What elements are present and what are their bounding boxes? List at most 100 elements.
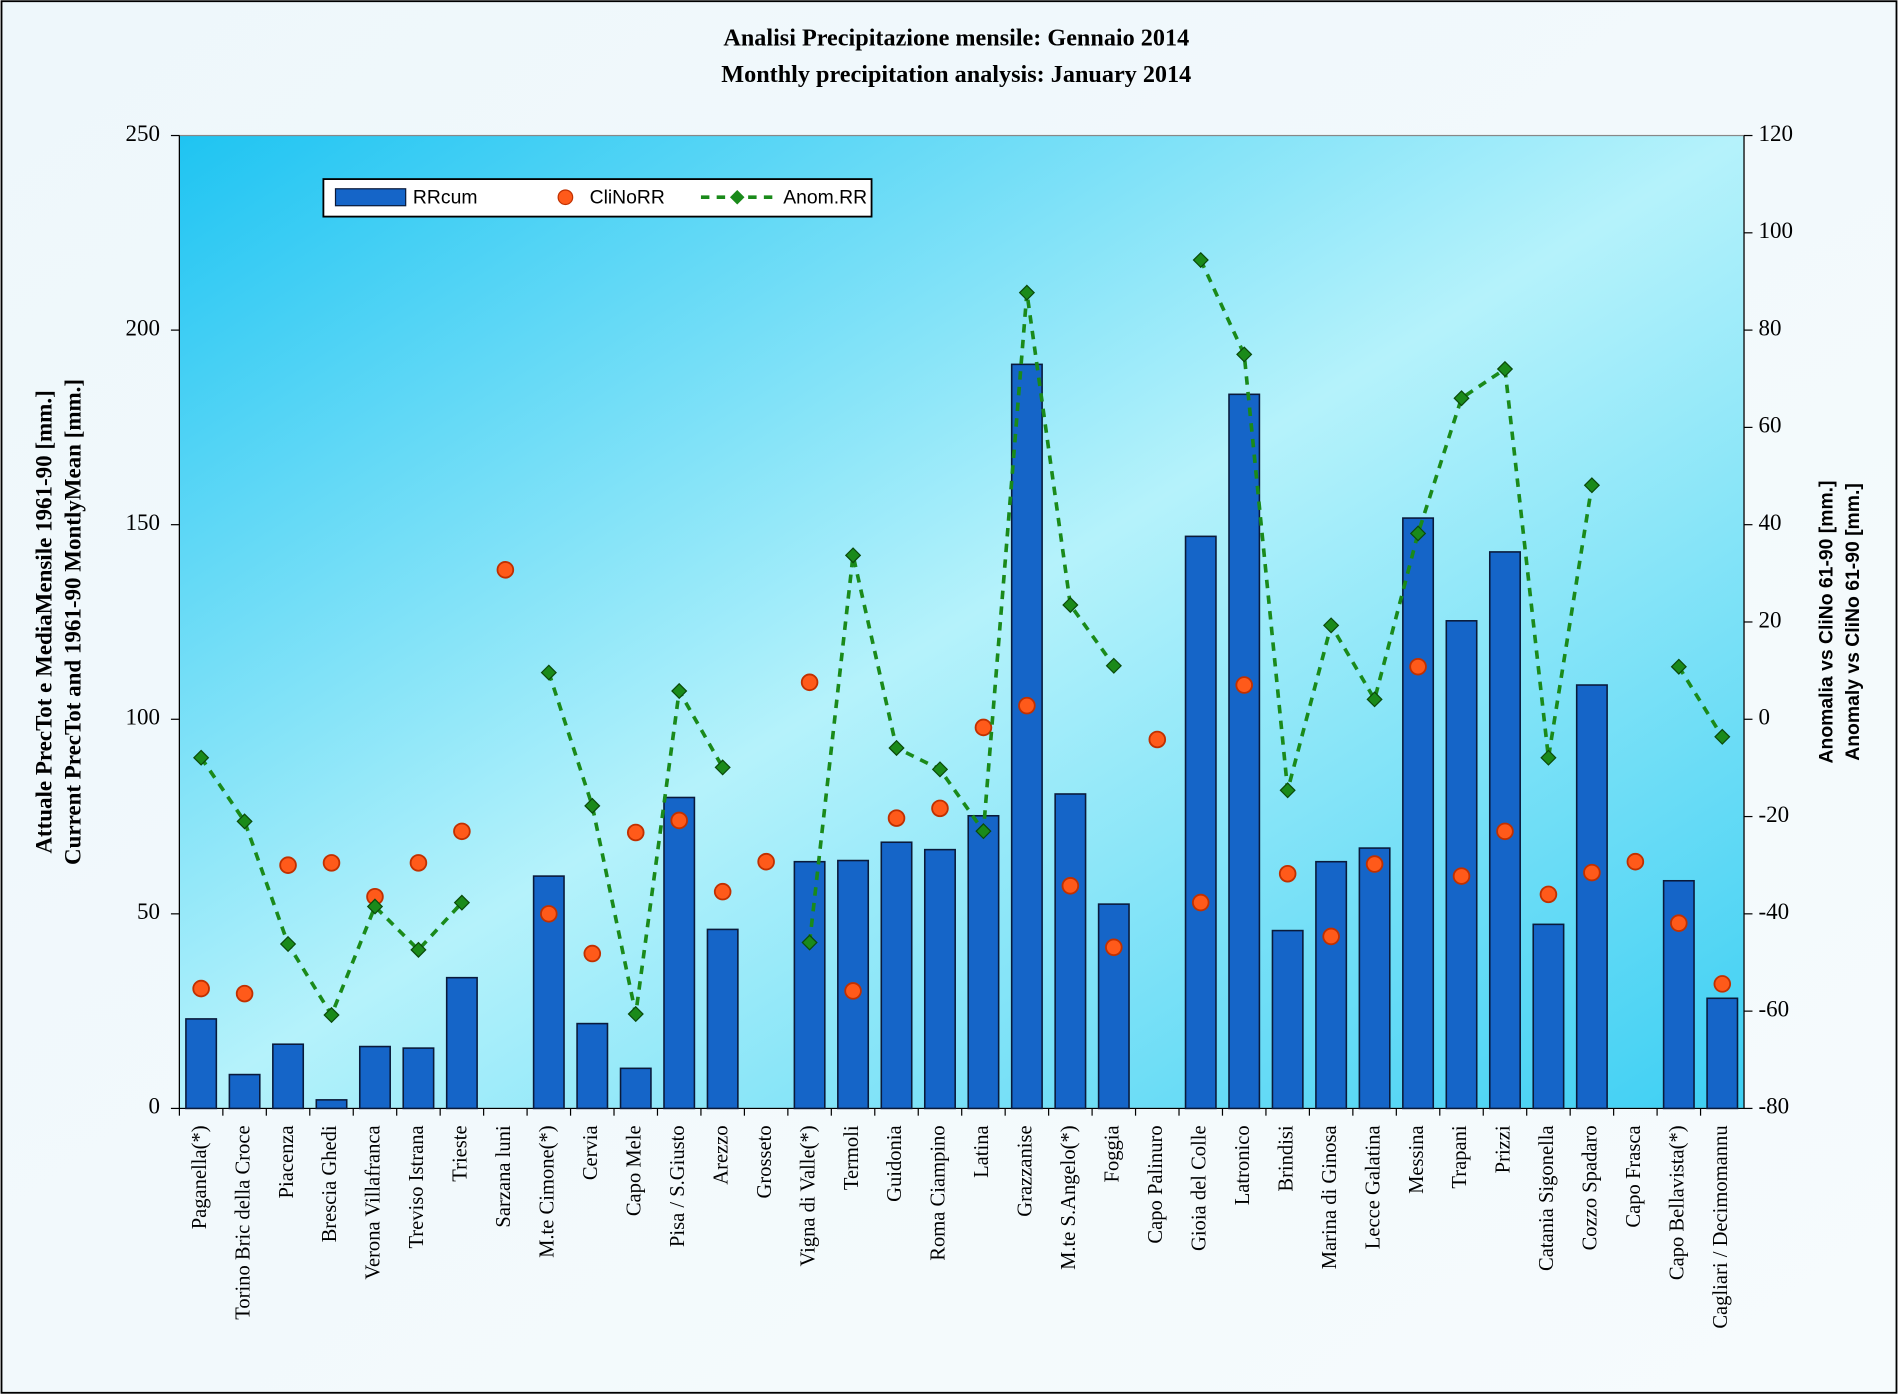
- y2-axis-title: Anomaly vs CliNo 61-90 [mm.]: [1842, 483, 1864, 761]
- clino-dot: [280, 857, 296, 873]
- legend-label: CliNoRR: [590, 187, 665, 209]
- x-tick-label: Trieste: [450, 1125, 472, 1181]
- bar: [360, 1047, 390, 1109]
- bar: [881, 842, 911, 1108]
- clino-dot: [324, 855, 340, 871]
- y-axis-title: Current PrecTot and 1961-90 MontlyMean […: [61, 379, 86, 865]
- bar: [1099, 904, 1129, 1108]
- bar: [664, 797, 694, 1108]
- x-tick-label: Torino Bric della Croce: [232, 1125, 254, 1319]
- clino-dot: [1714, 976, 1730, 992]
- y2-tick-label: 120: [1759, 121, 1793, 146]
- x-tick-label: Lecce Galatina: [1362, 1125, 1384, 1249]
- y-tick-label: 250: [126, 121, 160, 146]
- clino-dot: [454, 823, 470, 839]
- clino-dot: [1019, 698, 1035, 714]
- bar: [1707, 998, 1737, 1108]
- y-axis-title: Attuale PrecTot e MediaMensile 1961-90 […: [32, 390, 57, 853]
- x-tick-label: Cervia: [580, 1125, 602, 1180]
- bar: [1055, 794, 1085, 1108]
- x-tick-label: Pisa / S.Giusto: [667, 1125, 689, 1247]
- clino-dot: [845, 983, 861, 999]
- x-tick-label: Prizzi: [1493, 1125, 1515, 1173]
- x-tick-label: Catania Sigonella: [1536, 1125, 1558, 1271]
- bar: [1577, 685, 1607, 1108]
- x-tick-label: M.te S.Angelo(*): [1058, 1125, 1080, 1270]
- clino-dot: [1410, 659, 1426, 675]
- bar: [794, 862, 824, 1109]
- x-tick-label: Capo Bellavista(*): [1667, 1125, 1689, 1280]
- bar: [447, 978, 477, 1109]
- x-tick-label: Brescia Ghedi: [319, 1125, 341, 1242]
- y2-tick-label: 100: [1759, 218, 1793, 243]
- x-tick-label: Termoli: [841, 1125, 863, 1190]
- clino-dot: [497, 562, 513, 578]
- clino-dot: [541, 906, 557, 922]
- clino-dot: [802, 674, 818, 690]
- x-tick-label: Capo Frasca: [1623, 1125, 1645, 1227]
- y2-tick-label: 40: [1759, 510, 1782, 535]
- y-tick-label: 50: [137, 899, 160, 924]
- bar: [229, 1075, 259, 1109]
- x-tick-label: Arezzo: [710, 1125, 732, 1184]
- clino-dot: [1584, 865, 1600, 881]
- y-tick-label: 200: [126, 315, 160, 340]
- x-tick-label: Capo Palinuro: [1145, 1125, 1167, 1243]
- clino-dot: [1671, 915, 1687, 931]
- clino-dot: [976, 720, 992, 736]
- bar: [1012, 364, 1042, 1108]
- x-tick-label: Capo Mele: [623, 1125, 645, 1216]
- clino-dot: [1106, 939, 1122, 955]
- bar: [186, 1019, 216, 1109]
- clino-dot: [193, 981, 209, 997]
- bar: [577, 1024, 607, 1109]
- clino-dot: [1062, 878, 1078, 894]
- x-tick-label: Vigna di Valle(*): [797, 1125, 819, 1266]
- clino-dot: [1454, 868, 1470, 884]
- bar: [1272, 931, 1302, 1109]
- clino-dot: [1149, 732, 1165, 748]
- chart-subtitle: Monthly precipitation analysis: January …: [721, 61, 1191, 88]
- x-tick-label: Paganella(*): [189, 1125, 211, 1229]
- x-tick-label: Messina: [1406, 1125, 1428, 1194]
- clino-dot: [1236, 677, 1252, 693]
- legend-label: Anom.RR: [783, 187, 867, 209]
- clino-dot: [1280, 866, 1296, 882]
- x-tick-label: Marina di Ginosa: [1319, 1125, 1341, 1269]
- bar: [1186, 536, 1216, 1108]
- x-tick-label: Latronico: [1232, 1125, 1254, 1205]
- x-tick-label: Foggia: [1102, 1125, 1124, 1182]
- legend-swatch: [335, 189, 405, 206]
- chart-title: Analisi Precipitazione mensile: Gennaio …: [723, 24, 1189, 51]
- bar: [1316, 862, 1346, 1109]
- x-tick-label: Roma Ciampino: [928, 1125, 950, 1260]
- x-tick-label: Sarzana luni: [493, 1125, 515, 1227]
- x-tick-label: Grosseto: [754, 1125, 776, 1198]
- y-tick-label: 100: [126, 705, 160, 730]
- y2-axis-title: Anomalia vs CliNo 61-90 [mm.]: [1816, 480, 1838, 763]
- bar: [707, 929, 737, 1108]
- x-tick-label: Brindisi: [1275, 1125, 1297, 1192]
- bar: [968, 816, 998, 1109]
- legend-label: RRcum: [413, 187, 478, 209]
- bar: [1359, 848, 1389, 1108]
- bar: [621, 1068, 651, 1108]
- y2-tick-label: -60: [1759, 996, 1790, 1021]
- bar: [1403, 518, 1433, 1108]
- x-tick-label: M.te Cimone(*): [537, 1125, 559, 1257]
- clino-dot: [1541, 887, 1557, 903]
- clino-dot: [584, 946, 600, 962]
- y2-tick-label: -40: [1759, 899, 1790, 924]
- y2-tick-label: 0: [1759, 705, 1770, 730]
- clino-dot: [411, 855, 427, 871]
- clino-dot: [1627, 854, 1643, 870]
- clino-dot: [1323, 929, 1339, 945]
- x-tick-label: Treviso Istrana: [406, 1125, 428, 1248]
- clino-dot: [237, 986, 253, 1002]
- bar: [403, 1048, 433, 1108]
- x-tick-label: Latina: [971, 1125, 993, 1178]
- y2-tick-label: -80: [1759, 1094, 1790, 1119]
- y2-tick-label: 20: [1759, 607, 1782, 632]
- clino-dot: [758, 854, 774, 870]
- chart: Analisi Precipitazione mensile: Gennaio …: [0, 0, 1898, 1394]
